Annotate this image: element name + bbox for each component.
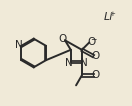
Text: Li: Li [104,12,113,22]
Text: O: O [91,51,100,61]
Text: O: O [87,37,95,47]
Text: N: N [65,58,72,68]
Text: N: N [15,40,23,50]
Text: O: O [91,70,100,80]
Text: +: + [109,11,115,17]
Text: N: N [80,58,88,68]
Text: −: − [90,36,97,44]
Text: O: O [58,34,67,44]
